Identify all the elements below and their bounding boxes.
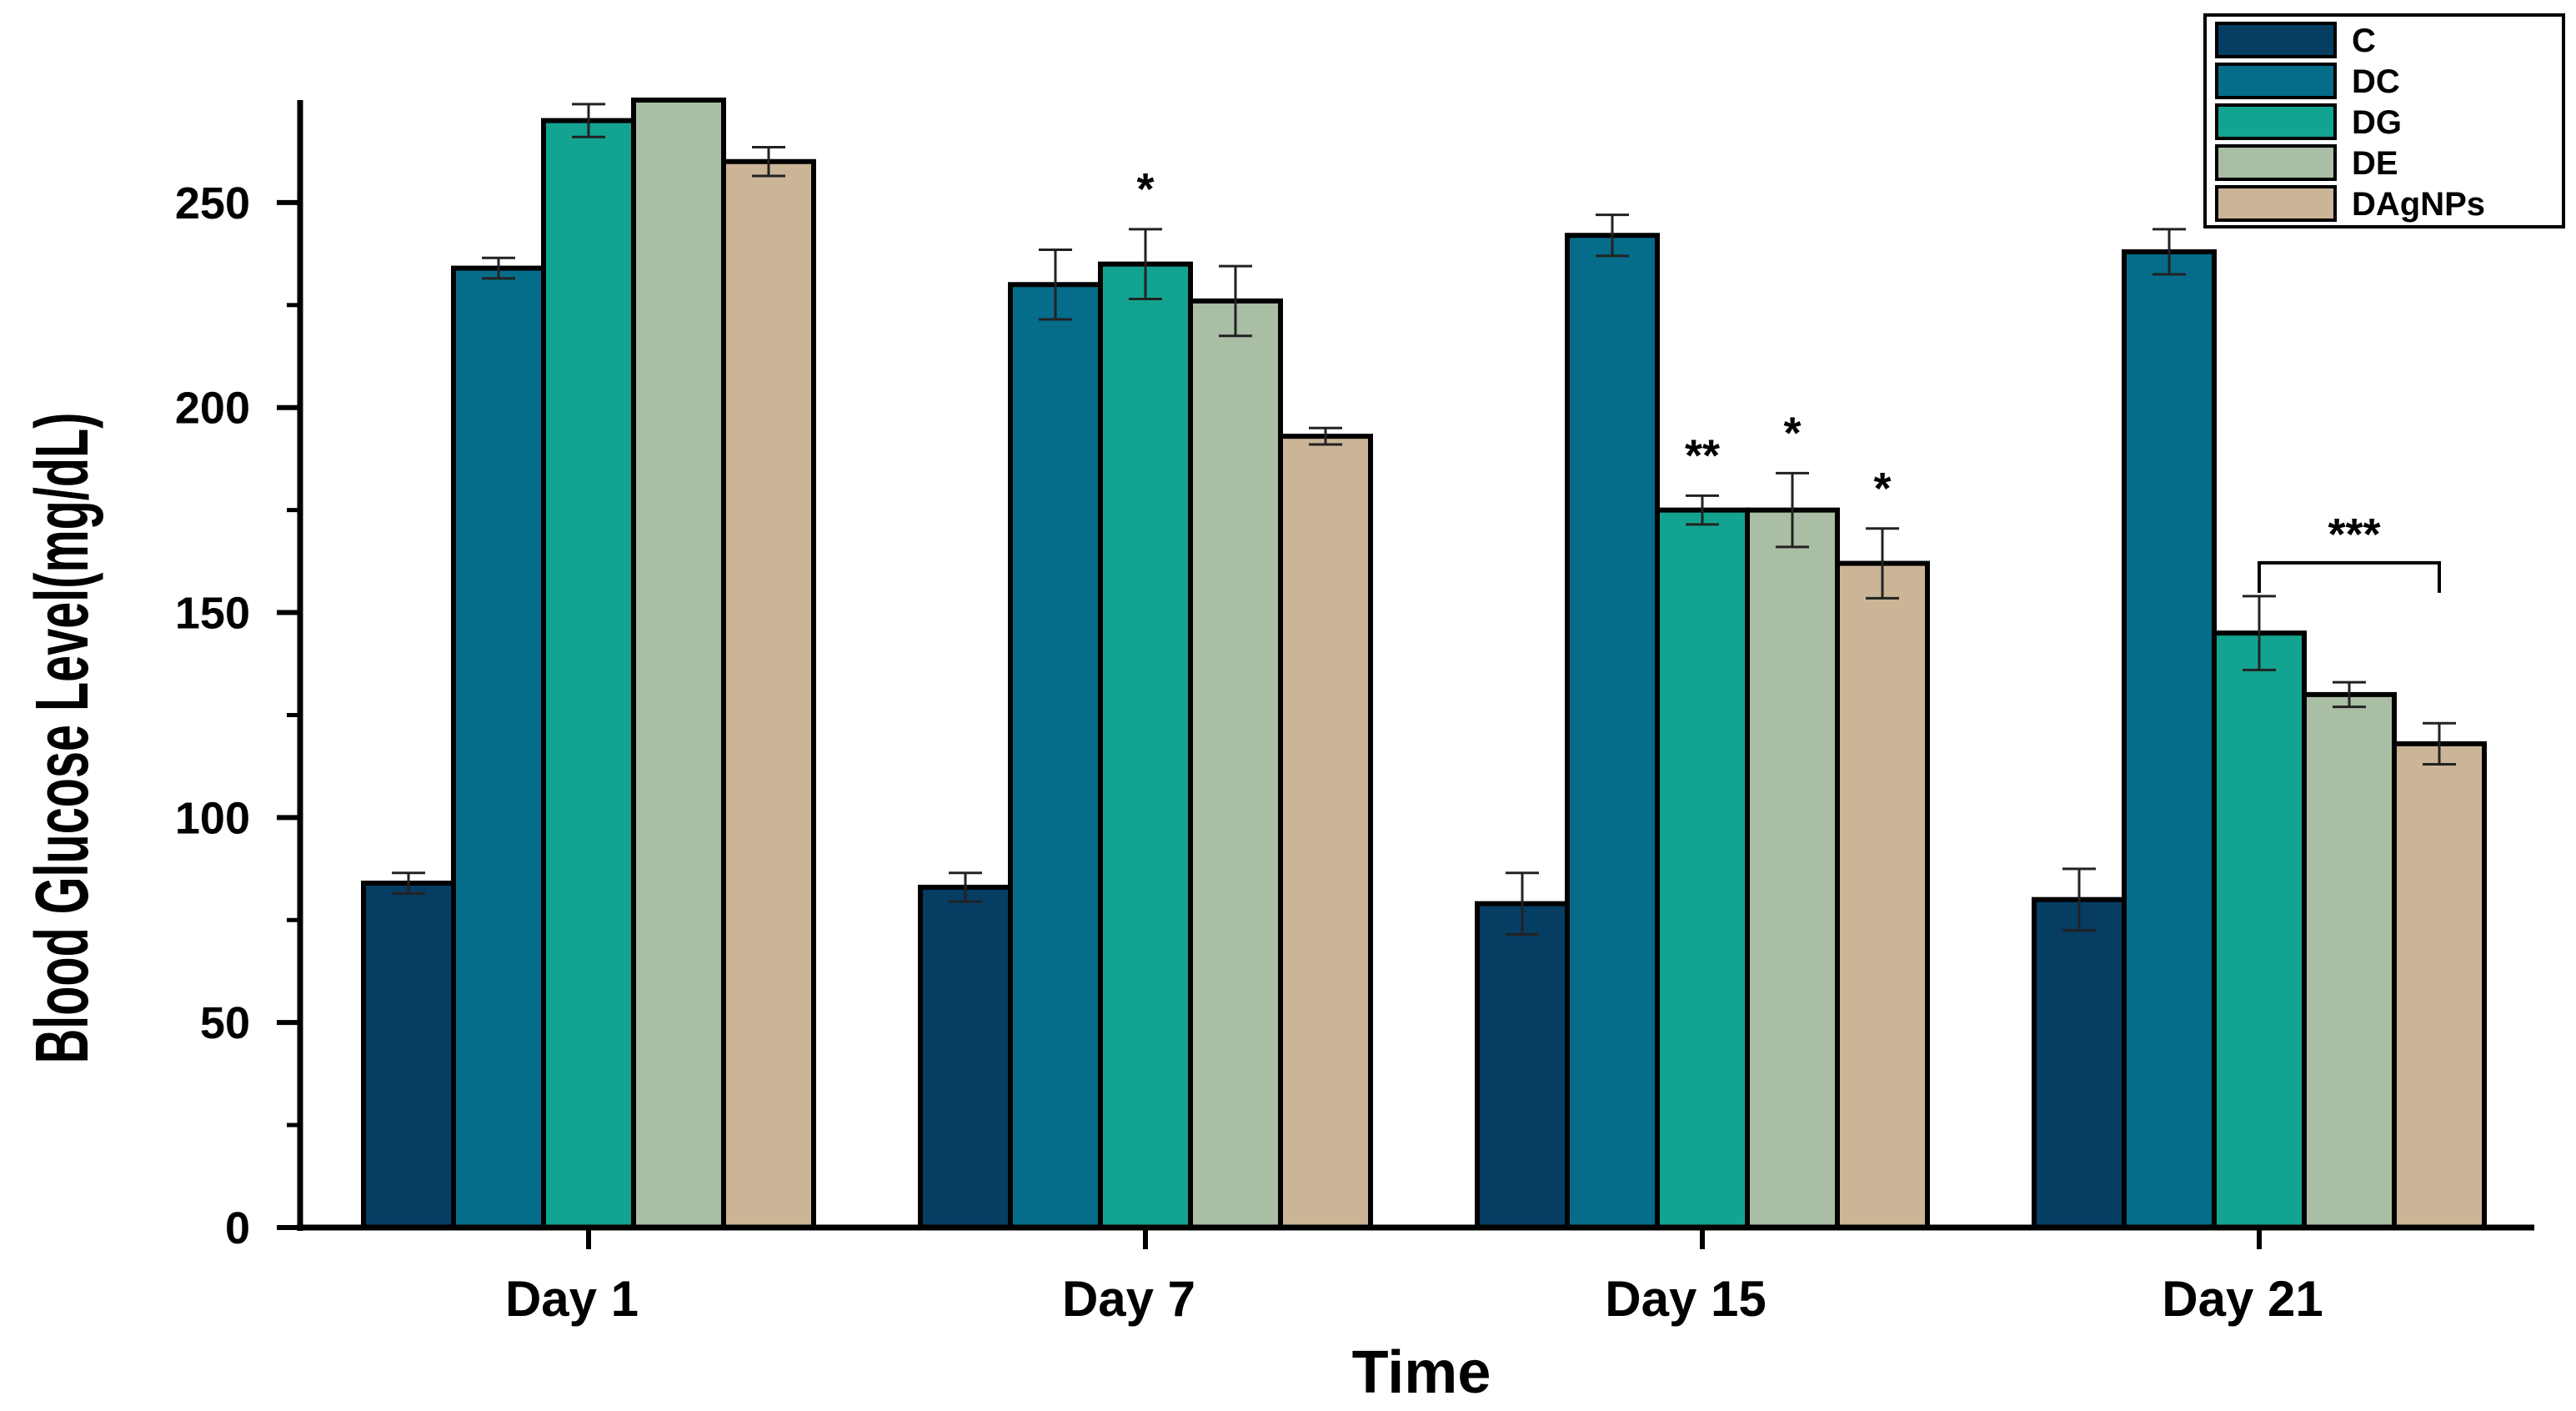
annotations-layer: *** ***** <box>1136 164 2441 593</box>
legend-swatch-c <box>2215 22 2337 58</box>
error-bar-day-21-c <box>2062 867 2096 932</box>
error-bar-day-1-dc <box>482 256 515 280</box>
bar-day-7-de <box>1188 298 1283 1230</box>
bracket-line <box>2258 560 2441 593</box>
significance-label-day-15-dagnps: * <box>1873 464 1891 514</box>
x-tick-label-day-15: Day 15 <box>1605 1271 1766 1327</box>
x-tick-label-day-21: Day 21 <box>2162 1271 2323 1327</box>
bar-day-21-dc <box>2122 249 2217 1231</box>
error-bar-day-1-dg <box>572 103 605 138</box>
error-bar-day-15-dc <box>1596 213 1629 258</box>
y-tick-label-150: 150 <box>175 589 250 639</box>
error-bar-day-1-c <box>392 871 425 895</box>
bar-day-7-c <box>918 884 1013 1230</box>
bar-day-21-dg <box>2212 630 2307 1230</box>
bar-day-15-dagnps <box>1835 560 1930 1230</box>
bar-day-21-c <box>2032 896 2127 1230</box>
significance-label-day-21-span: *** <box>2328 510 2380 560</box>
error-bar-day-21-dg <box>2243 595 2276 671</box>
bar-day-21-dagnps <box>2392 741 2487 1230</box>
significance-label-day-15-dg: ** <box>1685 430 1720 480</box>
x-axis-title: Time <box>1352 1339 1491 1406</box>
bar-day-15-dg <box>1655 507 1750 1230</box>
bar-day-15-c <box>1475 901 1570 1231</box>
error-bar-day-21-de <box>2333 680 2366 709</box>
legend-swatch-dc <box>2215 63 2337 99</box>
legend-label-c: C <box>2352 23 2376 59</box>
error-bar-day-21-dagnps <box>2423 721 2456 766</box>
bar-day-7-dc <box>1008 282 1103 1231</box>
error-bar-day-7-dagnps <box>1309 426 1342 446</box>
legend: C DC DG DE DAgNPs <box>2203 13 2565 228</box>
bar-day-1-dc <box>451 265 546 1230</box>
x-tick-label-day-7: Day 7 <box>1062 1271 1195 1327</box>
y-axis-title: Blood Glucose Level(mg/dL) <box>21 413 104 1064</box>
bar-day-15-de <box>1745 507 1840 1230</box>
y-tick-label-0: 0 <box>225 1203 250 1253</box>
error-bar-day-7-dc <box>1039 248 1072 321</box>
legend-label-dg: DG <box>2352 104 2402 141</box>
error-bar-day-15-dagnps <box>1866 527 1899 600</box>
error-bar-day-15-de <box>1776 471 1809 549</box>
legend-label-dagnps: DAgNPs <box>2352 186 2485 223</box>
significance-bracket-day-21 <box>2258 560 2441 593</box>
y-tick-label-50: 50 <box>200 998 250 1048</box>
error-bar-day-7-dg <box>1129 228 1162 300</box>
y-tick-label-200: 200 <box>175 384 250 434</box>
error-bar-day-21-dc <box>2153 228 2186 276</box>
error-bar-day-7-c <box>949 871 982 903</box>
legend-swatch-de <box>2215 144 2337 181</box>
bar-day-7-dagnps <box>1278 434 1373 1230</box>
x-tick-label-day-1: Day 1 <box>505 1271 639 1327</box>
bar-day-21-de <box>2302 691 2397 1230</box>
error-bar-day-7-de <box>1219 264 1252 338</box>
bar-day-1-dg <box>541 118 636 1231</box>
bar-day-1-dagnps <box>721 158 816 1230</box>
error-bar-day-15-c <box>1506 871 1539 936</box>
y-tick-label-100: 100 <box>175 793 250 843</box>
bar-day-7-dg <box>1098 261 1193 1230</box>
legend-swatch-dagnps <box>2215 185 2337 222</box>
bars-layer <box>361 98 2487 1231</box>
significance-label-day-15-de: * <box>1783 408 1801 458</box>
legend-label-dc: DC <box>2352 63 2400 100</box>
significance-label-day-7-dg: * <box>1136 164 1154 214</box>
error-bar-day-1-dagnps <box>752 146 785 178</box>
bar-day-1-c <box>361 881 456 1231</box>
y-tick-label-250: 250 <box>175 178 250 228</box>
error-bar-day-15-dg <box>1686 494 1719 526</box>
bar-day-15-dc <box>1565 233 1660 1230</box>
legend-swatch-dg <box>2215 103 2337 140</box>
legend-label-de: DE <box>2352 145 2398 182</box>
axes-layer: 0 50 100 150 200 250 Day 1 Day 7 Day 15 Day 21 Tim… <box>21 100 2534 1406</box>
bar-day-1-de <box>631 98 726 1230</box>
